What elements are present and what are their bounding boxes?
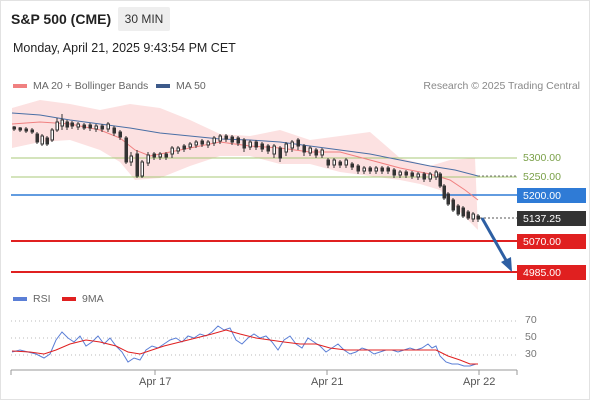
label-5300: 5300.00 [523, 152, 561, 164]
label-4985: 4985.00 [517, 265, 586, 280]
rsi-label-30: 30 [525, 348, 537, 360]
ma20-label: MA 20 + Bollinger Bands [33, 80, 149, 92]
forecast-arrow [480, 217, 512, 272]
ma50-label: MA 50 [176, 80, 206, 92]
rsi-line [11, 325, 477, 367]
candles [12, 114, 480, 222]
chart-header: S&P 500 (CME) 30 MIN [0, 0, 590, 36]
ma20-swatch [13, 84, 27, 88]
legend-ma9: 9MA [62, 293, 104, 305]
legend-ma50: MA 50 [156, 80, 206, 92]
ma9-swatch [62, 297, 76, 301]
ma20-line [11, 121, 479, 201]
rsi-label: RSI [33, 293, 51, 305]
time-label-apr22: Apr 22 [463, 376, 496, 388]
time-label-apr17: Apr 17 [139, 376, 172, 388]
rsi-label-50: 50 [525, 331, 537, 343]
legend-rsi: RSI [13, 293, 51, 305]
legend-ma20: MA 20 + Bollinger Bands [13, 80, 148, 92]
ma9-label: 9MA [82, 293, 104, 305]
instrument-title: S&P 500 (CME) [11, 11, 112, 27]
label-5070: 5070.00 [517, 234, 586, 249]
time-label-apr21: Apr 21 [311, 376, 344, 388]
rsi-ma9-line [11, 329, 478, 365]
bollinger-band [12, 100, 478, 230]
research-credit: Research © 2025 Trading Central [423, 80, 580, 92]
timestamp: Monday, April 21, 2025 9:43:54 PM CET [13, 41, 236, 55]
rsi-swatch [13, 297, 27, 301]
label-5200: 5200.00 [517, 188, 586, 203]
ma50-swatch [156, 84, 170, 88]
timeframe-button[interactable]: 30 MIN [118, 7, 170, 31]
label-5250: 5250.00 [523, 171, 561, 183]
label-last-price: 5137.25 [517, 211, 586, 226]
rsi-label-70: 70 [525, 314, 537, 326]
